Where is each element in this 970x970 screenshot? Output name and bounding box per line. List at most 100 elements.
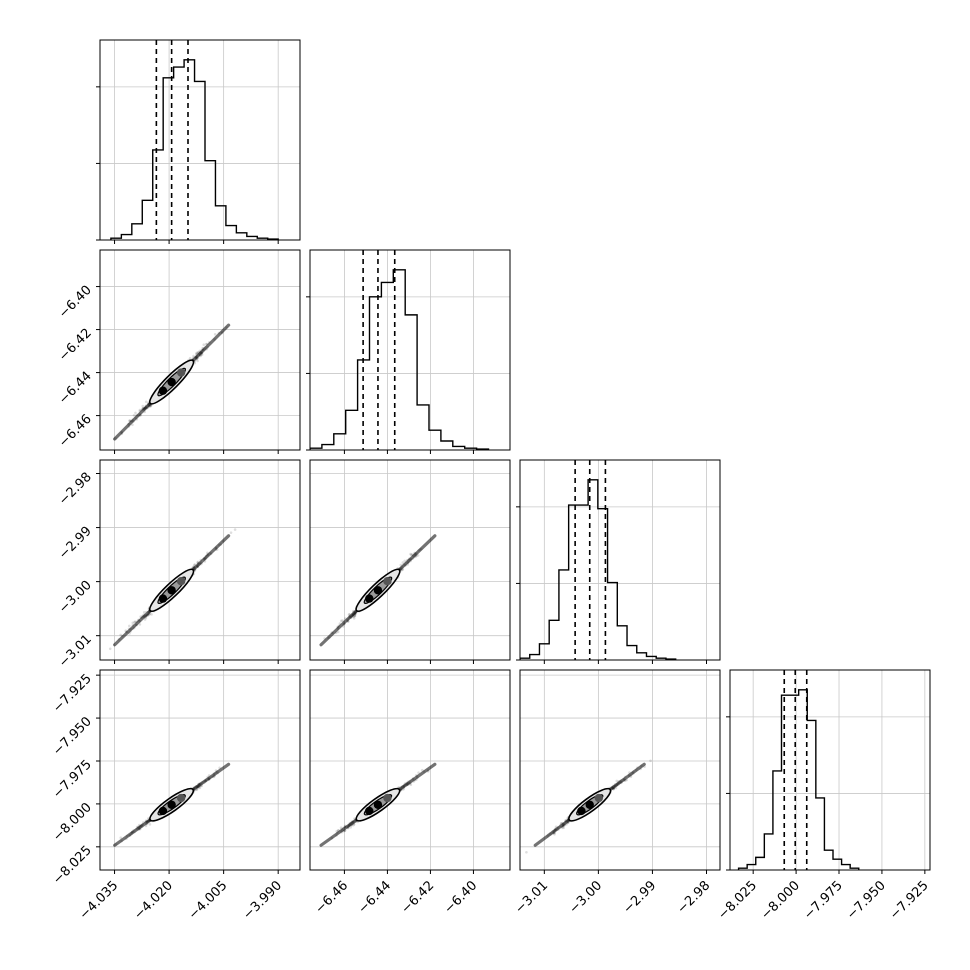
x-tick-label: −4.005	[186, 878, 231, 923]
density-peak	[365, 806, 374, 816]
x-tick-label: −6.44	[355, 878, 394, 917]
scatter-point	[119, 836, 123, 840]
panel-frame	[309, 669, 511, 871]
scatter-panel-3-1: −6.46 −6.44 −6.42 −6.40	[309, 669, 511, 917]
scatter-point	[150, 613, 153, 616]
histogram-panel-0-0	[96, 39, 301, 244]
histogram-step	[737, 689, 860, 870]
density-peak	[167, 800, 176, 809]
density-peak	[158, 386, 168, 395]
y-tick-label: −2.99	[56, 524, 95, 563]
y-tick-label: −3.00	[56, 578, 95, 617]
density-peak	[365, 594, 374, 603]
scatter-point	[349, 826, 352, 829]
y-tick-label: −6.44	[56, 369, 95, 408]
density-peak	[176, 576, 186, 586]
x-tick-label: −8.025	[715, 878, 760, 923]
y-tick-label: −6.46	[56, 412, 95, 451]
histogram-panel-2-2	[516, 459, 721, 664]
scatter-point	[134, 411, 137, 415]
scatter-point	[417, 771, 420, 774]
scatter-point	[192, 354, 195, 358]
panel-frame	[309, 249, 511, 451]
panel-frame	[99, 39, 301, 241]
scatter-points	[113, 323, 231, 441]
x-tick-label: −7.950	[844, 878, 889, 923]
panel-frame	[519, 459, 721, 661]
panel-frame	[729, 669, 931, 871]
scatter-point	[131, 423, 134, 427]
scatter-point	[525, 850, 528, 854]
panel-frame	[99, 459, 301, 661]
y-tick-label: −7.975	[50, 757, 95, 802]
x-tick-label: −4.035	[77, 878, 122, 923]
x-tick-label: −6.42	[398, 878, 437, 917]
scatter-point	[132, 413, 136, 417]
scatter-point	[409, 783, 413, 787]
scatter-point	[233, 528, 237, 531]
density-peak	[594, 793, 604, 803]
scatter-point	[339, 619, 343, 623]
scatter-points	[108, 528, 237, 651]
x-tick-label: −3.990	[240, 878, 285, 923]
scatter-point	[142, 610, 146, 614]
panel-frame	[99, 249, 301, 451]
density-peak	[577, 806, 586, 816]
scatter-point	[148, 823, 152, 826]
scatter-point	[143, 618, 147, 621]
density-peak	[176, 368, 186, 377]
x-tick-label: −6.46	[312, 878, 351, 917]
density-peak	[167, 586, 176, 595]
density-peak	[167, 377, 176, 387]
histogram-step	[310, 269, 490, 450]
scatter-point	[553, 832, 556, 836]
scatter-point	[128, 624, 131, 628]
y-tick-label: −7.950	[50, 714, 95, 759]
scatter-point	[403, 559, 407, 563]
scatter-point	[213, 332, 217, 336]
scatter-point	[409, 552, 412, 556]
scatter-point	[198, 786, 202, 790]
x-tick-label: −7.975	[801, 878, 846, 923]
scatter-point	[336, 630, 340, 634]
density-peak	[158, 594, 168, 603]
scatter-points	[319, 762, 437, 847]
scatter-point	[339, 826, 343, 829]
scatter-point	[131, 621, 135, 625]
x-tick-label: −4.020	[131, 878, 176, 923]
scatter-point	[409, 553, 413, 557]
density-peak	[373, 586, 383, 595]
scatter-point	[562, 826, 565, 830]
scatter-point	[615, 779, 619, 783]
y-tick-label: −2.98	[56, 470, 95, 509]
x-tick-label: −6.40	[441, 878, 480, 917]
scatter-panel-3-2: −3.01 −3.00 −2.99 −2.98	[512, 669, 721, 917]
scatter-point	[195, 788, 199, 792]
density-peak	[585, 800, 594, 809]
x-tick-label: −3.01	[512, 878, 551, 917]
density-peak	[176, 793, 186, 803]
scatter-point	[353, 614, 357, 618]
y-tick-label: −8.000	[50, 800, 95, 845]
histogram-step	[520, 479, 677, 660]
scatter-panel-2-0: −3.01 −3.00 −2.99 −2.98	[56, 459, 301, 671]
density-peak	[158, 806, 168, 816]
scatter-points	[319, 534, 437, 647]
histogram-panel-3-3: −8.025−8.000−7.975−7.950−7.925	[715, 669, 932, 923]
panel-frame	[309, 459, 511, 661]
y-tick-label: −3.01	[56, 632, 95, 671]
scatter-point	[229, 531, 233, 534]
scatter-point	[193, 563, 197, 566]
scatter-point	[188, 356, 192, 360]
scatter-point	[341, 619, 344, 622]
density-peak	[383, 576, 392, 586]
y-tick-label: −7.925	[50, 671, 95, 716]
scatter-point	[202, 343, 206, 347]
scatter-point	[196, 359, 199, 363]
density-peak	[373, 800, 383, 809]
scatter-point	[144, 400, 148, 404]
x-tick-label: −8.000	[758, 878, 803, 923]
scatter-panel-3-0: −8.025−8.000−7.975−7.950−7.925−4.035 −4.0…	[50, 669, 301, 923]
scatter-point	[352, 617, 356, 620]
